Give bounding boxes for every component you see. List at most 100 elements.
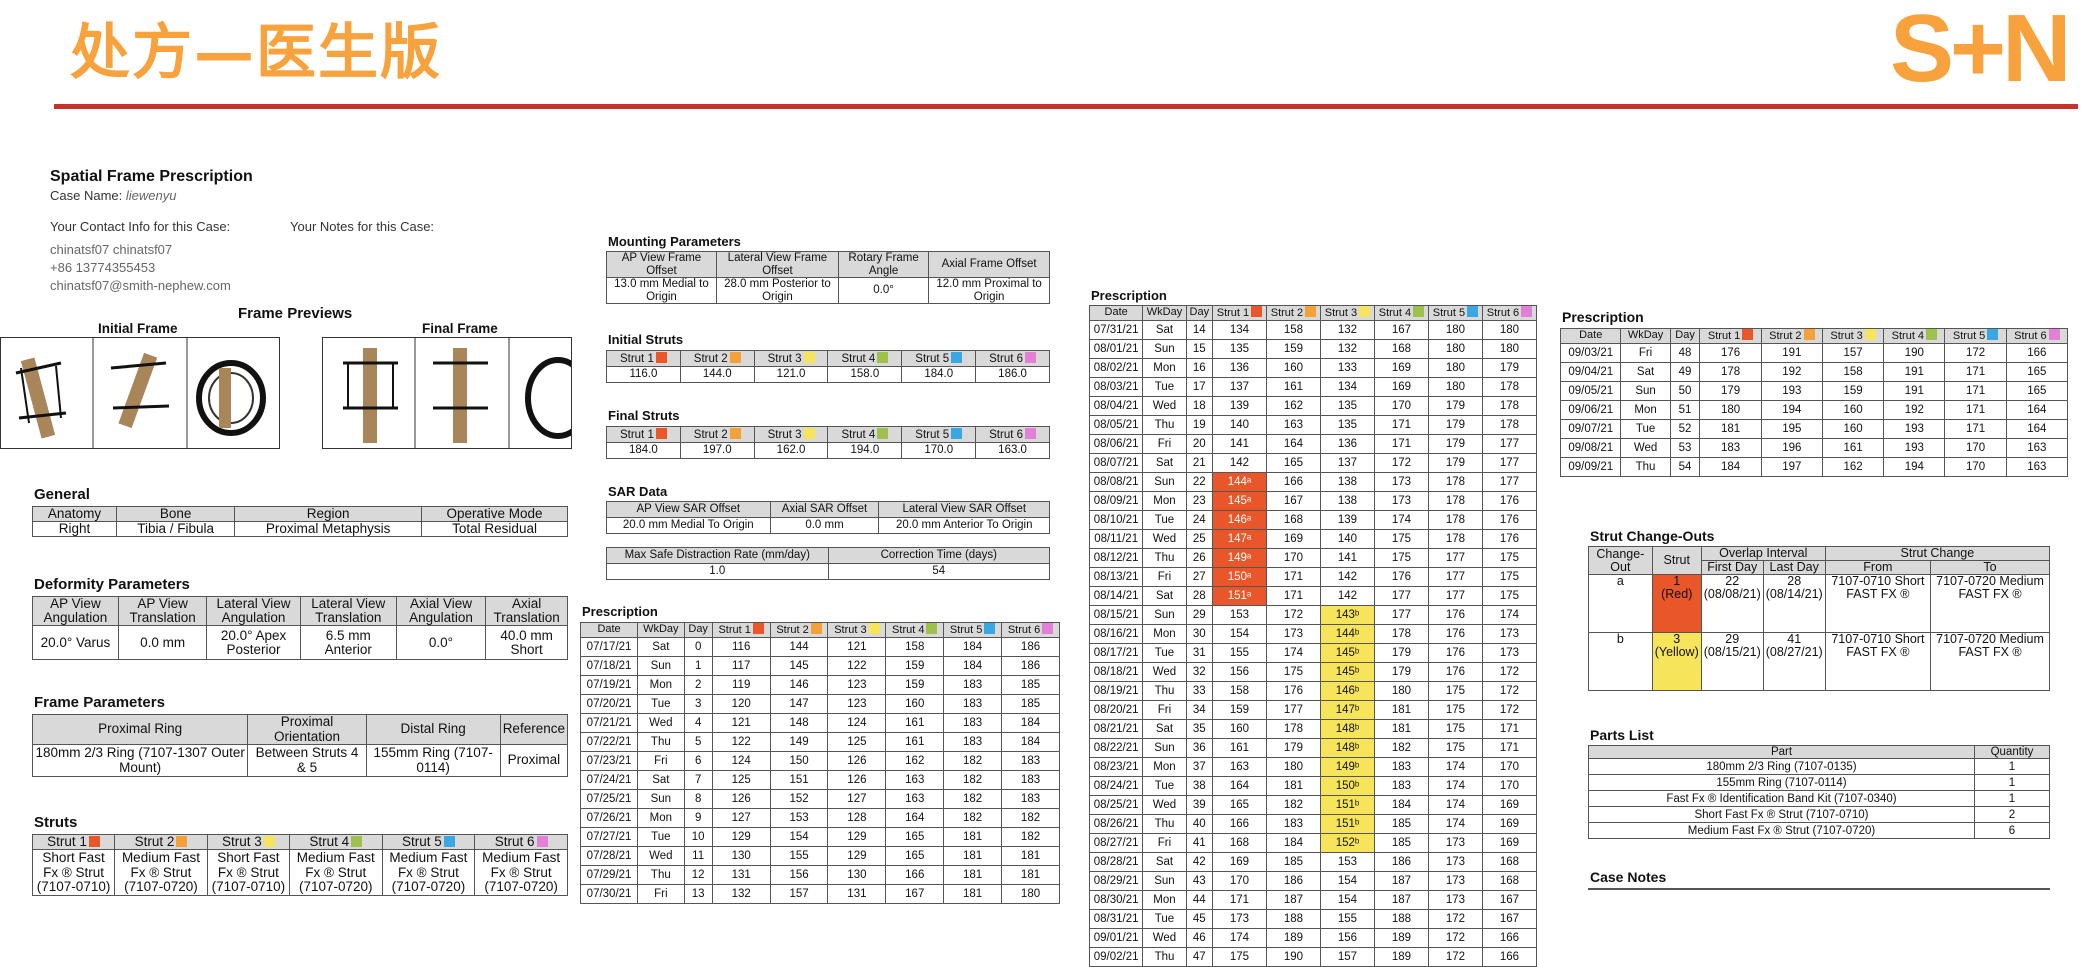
part-name: 155mm Ring (7107-0114) [1588, 774, 1975, 792]
rx-cell: 134 [1211, 319, 1267, 340]
rx-cell: 08/20/21 [1088, 699, 1144, 720]
strut-header: Strut 2 [679, 350, 755, 367]
case-name-label: Case Name: [50, 188, 123, 203]
final-strut-cell: 194.0 [827, 442, 903, 459]
strut-3-swatch [263, 836, 275, 847]
contact-phone: +86 13774355453 [50, 260, 156, 275]
frame-previews-title: Frame Previews [238, 305, 353, 322]
rx-cell: 175 [1481, 547, 1538, 568]
rx-cell: 176 [1699, 342, 1762, 363]
strut-2-swatch [176, 836, 188, 847]
rx-cell: 182 [1001, 826, 1060, 847]
struts-title: Struts [34, 814, 78, 831]
general-cell: Total Residual [421, 521, 568, 538]
initial-strut-cell: 144.0 [679, 366, 755, 383]
rx-cell: 165 [2005, 361, 2069, 382]
rx-row: 07/23/21 Fri 6 124 150 126 162 182 183 [579, 750, 1060, 771]
rx-cell: 197 [1760, 456, 1823, 477]
rx-cell: 184 [1265, 832, 1321, 853]
rx-cell: Wed [637, 845, 685, 866]
part-quantity: 6 [1974, 822, 2050, 840]
last-day-number: 28 [1787, 574, 1802, 589]
rx-row: 08/14/21 Sat 28 151ᵃ 171 142 177 177 175 [1088, 585, 1538, 606]
rx-cell: 190 [1883, 342, 1946, 363]
rx-cell: 169 [1265, 528, 1321, 549]
rx-header-label: Strut 4 [892, 624, 925, 636]
rx-cell: 120 [711, 693, 771, 714]
rx-cell: 148ᵇ [1319, 718, 1375, 739]
case-name-value: liewenyu [125, 188, 177, 203]
strut-header-label: Strut 1 [47, 834, 87, 849]
rx-cell: 166 [1481, 927, 1538, 948]
rx-cell: 159 [885, 655, 945, 676]
rx-cell: 46 [1185, 927, 1213, 948]
rx-cell: 166 [885, 864, 945, 885]
rx-cell: 08/06/21 [1088, 433, 1144, 454]
rx-cell: 07/20/21 [579, 693, 639, 714]
rx-cell: 178 [1699, 361, 1762, 382]
deformity-cell: 20.0° Varus [32, 625, 119, 661]
rx-cell: 182 [943, 807, 1003, 828]
rx-cell: 08/02/21 [1088, 357, 1144, 378]
initial-frame-label: Initial Frame [98, 321, 178, 336]
rx-cell: 41 [1185, 832, 1213, 853]
strut-header: Strut 3 [753, 350, 829, 367]
rx-cell: 180 [1001, 883, 1060, 904]
rx-cell: 151 [769, 769, 829, 790]
rx-cell: 08/26/21 [1088, 813, 1144, 834]
rx-cell: 178 [1265, 718, 1321, 739]
rx-cell: 155 [1319, 908, 1375, 929]
rx-cell: 53 [1669, 437, 1701, 458]
rx-cell: 154 [1211, 623, 1267, 644]
changeout-id: a [1588, 574, 1653, 634]
rx-header: Date [1559, 328, 1622, 344]
rx-header: Strut 2 [1760, 328, 1823, 344]
strut-header-label: Strut 2 [693, 428, 728, 441]
rx-cell: 193 [1883, 418, 1946, 439]
rx-cell: 08/08/21 [1088, 471, 1144, 492]
rx-header: Strut 3 [1821, 328, 1885, 344]
rx-row: 07/17/21 Sat 0 116 144 121 158 184 186 [579, 636, 1060, 657]
rx-cell: 178 [1373, 623, 1429, 644]
strut-swatch [2048, 329, 2060, 340]
rx-cell: 08/27/21 [1088, 832, 1144, 853]
rx-cell: 173 [1427, 889, 1483, 910]
sar-rate-header: Max Safe Distraction Rate (mm/day) [606, 547, 829, 564]
final-struts-title: Final Struts [608, 408, 680, 423]
brand-logo: S+N [1890, 0, 2071, 102]
rx-cell: 20 [1185, 433, 1213, 454]
strut-2-swatch [729, 427, 741, 439]
final-frame-image [343, 338, 571, 448]
changeout-strut: 1 (Red) [1651, 574, 1702, 634]
rx-row: 09/06/21 Mon 51 180 194 160 192 171 164 [1559, 399, 2069, 420]
rx-row: 08/15/21 Sun 29 153 172 143ᵇ 177 176 174 [1088, 604, 1538, 625]
deformity-table: AP View Angulation AP View Translation L… [32, 595, 568, 661]
rx-cell: 08/24/21 [1088, 775, 1144, 796]
strut-swatch [1742, 329, 1754, 340]
first-day-date: (08/15/21) [1703, 645, 1761, 660]
rx-cell: 155 [769, 845, 829, 866]
frame-params-title: Frame Parameters [34, 694, 165, 711]
last-day: 41 (08/27/21) [1762, 632, 1826, 692]
rx-cell: 164 [1265, 433, 1321, 454]
rx-cell: 52 [1669, 418, 1701, 439]
changeout-strut: 3 (Yellow) [1651, 632, 1702, 692]
rx-cell: 179 [1427, 433, 1483, 454]
prescription-table-3: Date WkDay Day Strut 1 Strut 2 Strut 3 Strut 4… [1559, 328, 2069, 477]
rx-cell: 08/25/21 [1088, 794, 1144, 815]
part-name: Short Fast Fx ® Strut (7107-0710) [1588, 806, 1975, 824]
rx-cell: 141 [1211, 433, 1267, 454]
rx-cell: 08/17/21 [1088, 642, 1144, 663]
rx-cell: Wed [1142, 794, 1187, 815]
rx-cell: 161 [1211, 737, 1267, 758]
rx-cell: 184 [943, 655, 1003, 676]
rx-cell: 189 [1373, 946, 1429, 967]
rx-cell: 189 [1373, 927, 1429, 948]
strut-header: Strut 4 [288, 833, 383, 851]
rx-cell: 181 [1373, 718, 1429, 739]
rx-cell: 145 [769, 655, 829, 676]
strut-3-swatch [803, 427, 815, 439]
rx-cell: 181 [1001, 845, 1060, 866]
document-title: Spatial Frame Prescription [50, 168, 253, 185]
rx-row: 07/26/21 Mon 9 127 153 128 164 182 182 [579, 807, 1060, 828]
